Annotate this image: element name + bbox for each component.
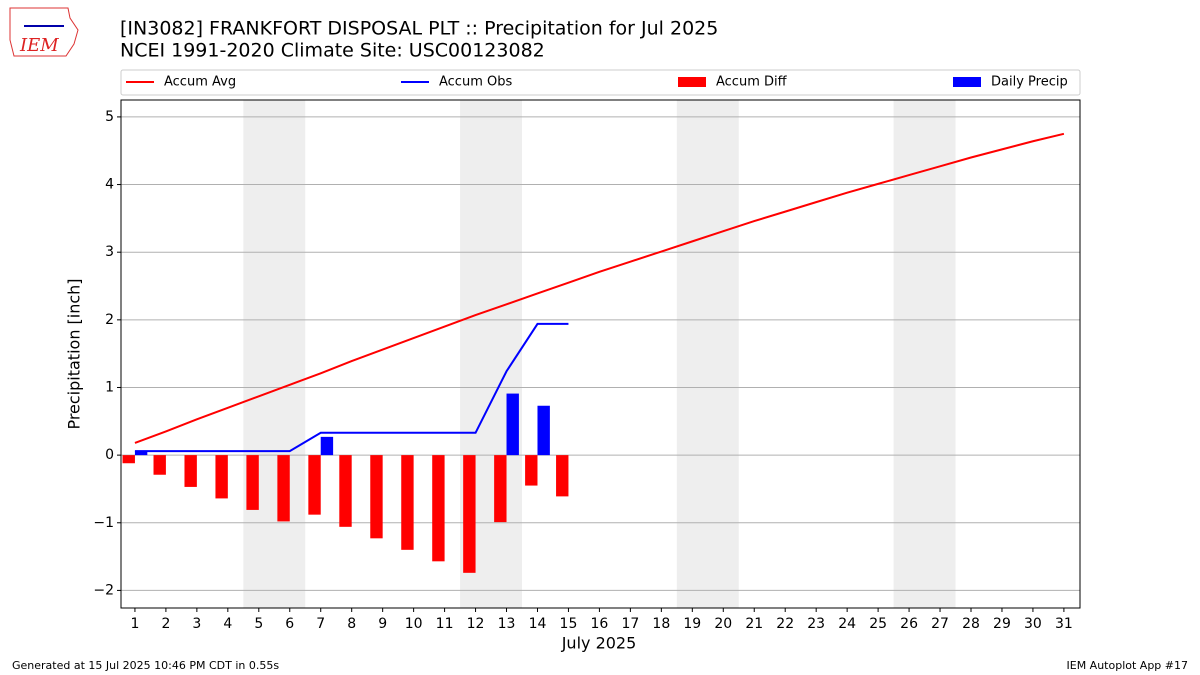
x-tick-label: 14 [529,616,547,632]
line [134,322,569,453]
y-tick-label: −2 [93,582,114,598]
bar [122,455,135,464]
x-tick-label: 12 [467,616,485,632]
legend-label: Accum Avg [164,75,236,90]
chart-title: [IN3082] FRANKFORT DISPOSAL PLT :: Preci… [120,18,718,40]
bar [494,455,507,523]
bar [370,455,383,539]
x-tick-label: 18 [652,616,670,632]
bar [401,455,414,550]
x-tick-label: 4 [223,616,232,632]
legend-label: Daily Precip [991,75,1068,90]
x-tick-label: 10 [405,616,423,632]
chart-subtitle: NCEI 1991-2020 Climate Site: USC00123082 [120,40,545,62]
x-tick-label: 1 [130,616,139,632]
x-tick-label: 29 [993,616,1011,632]
x-tick-label: 15 [560,616,578,632]
x-tick-label: 20 [714,616,732,632]
y-tick-label: 3 [105,244,114,260]
legend-box [120,69,1081,96]
line [134,132,1065,444]
bar [184,455,197,487]
logo: IEM [9,7,79,57]
x-tick-label: 6 [285,616,294,632]
x-tick-label: 11 [436,616,454,632]
footer-left: Generated at 15 Jul 2025 10:46 PM CDT in… [12,659,279,672]
bar [432,455,445,562]
x-tick-label: 28 [962,616,980,632]
legend-label: Accum Diff [716,75,788,90]
bar [277,455,290,522]
bar [463,455,476,573]
y-tick-label: −1 [93,515,114,531]
legend-swatch [953,77,981,87]
bar [320,436,334,456]
bar [308,455,321,515]
y-tick-label: 2 [105,312,114,328]
bar [153,455,166,475]
x-tick-label: 5 [254,616,263,632]
x-tick-label: 13 [498,616,516,632]
x-tick-label: 9 [378,616,387,632]
bar [506,393,519,456]
y-tick-label: 1 [105,379,114,395]
x-tick-label: 21 [745,616,763,632]
bar [537,405,550,456]
x-tick-label: 22 [776,616,794,632]
x-tick-label: 8 [347,616,356,632]
bar [525,455,538,486]
logo-outline [9,7,79,57]
y-axis-label: Precipitation [inch] [65,278,84,429]
x-tick-label: 25 [869,616,887,632]
y-tick-label: 5 [105,109,114,125]
x-tick-label: 23 [807,616,825,632]
x-tick-label: 31 [1055,616,1073,632]
x-tick-label: 30 [1024,616,1042,632]
plot-frame [120,99,1081,609]
legend-label: Accum Obs [439,75,512,90]
bar [215,455,228,499]
x-tick-label: 3 [192,616,201,632]
y-tick-label: 4 [105,177,114,193]
x-axis-label: July 2025 [561,634,637,653]
bar [339,455,352,527]
x-tick-label: 2 [161,616,170,632]
weekend-shade [676,100,739,608]
x-tick-label: 27 [931,616,949,632]
x-tick-label: 24 [838,616,856,632]
weekend-shade [243,100,306,608]
logo-text: IEM [19,35,59,56]
y-tick-label: 0 [105,447,114,463]
bar [246,455,259,510]
bar [556,455,569,497]
x-tick-label: 16 [591,616,609,632]
bar [134,451,148,456]
x-tick-label: 26 [900,616,918,632]
x-tick-label: 7 [316,616,325,632]
legend-swatch [678,77,706,87]
footer-right: IEM Autoplot App #17 [1067,659,1189,672]
x-tick-label: 17 [621,616,639,632]
x-tick-label: 19 [683,616,701,632]
